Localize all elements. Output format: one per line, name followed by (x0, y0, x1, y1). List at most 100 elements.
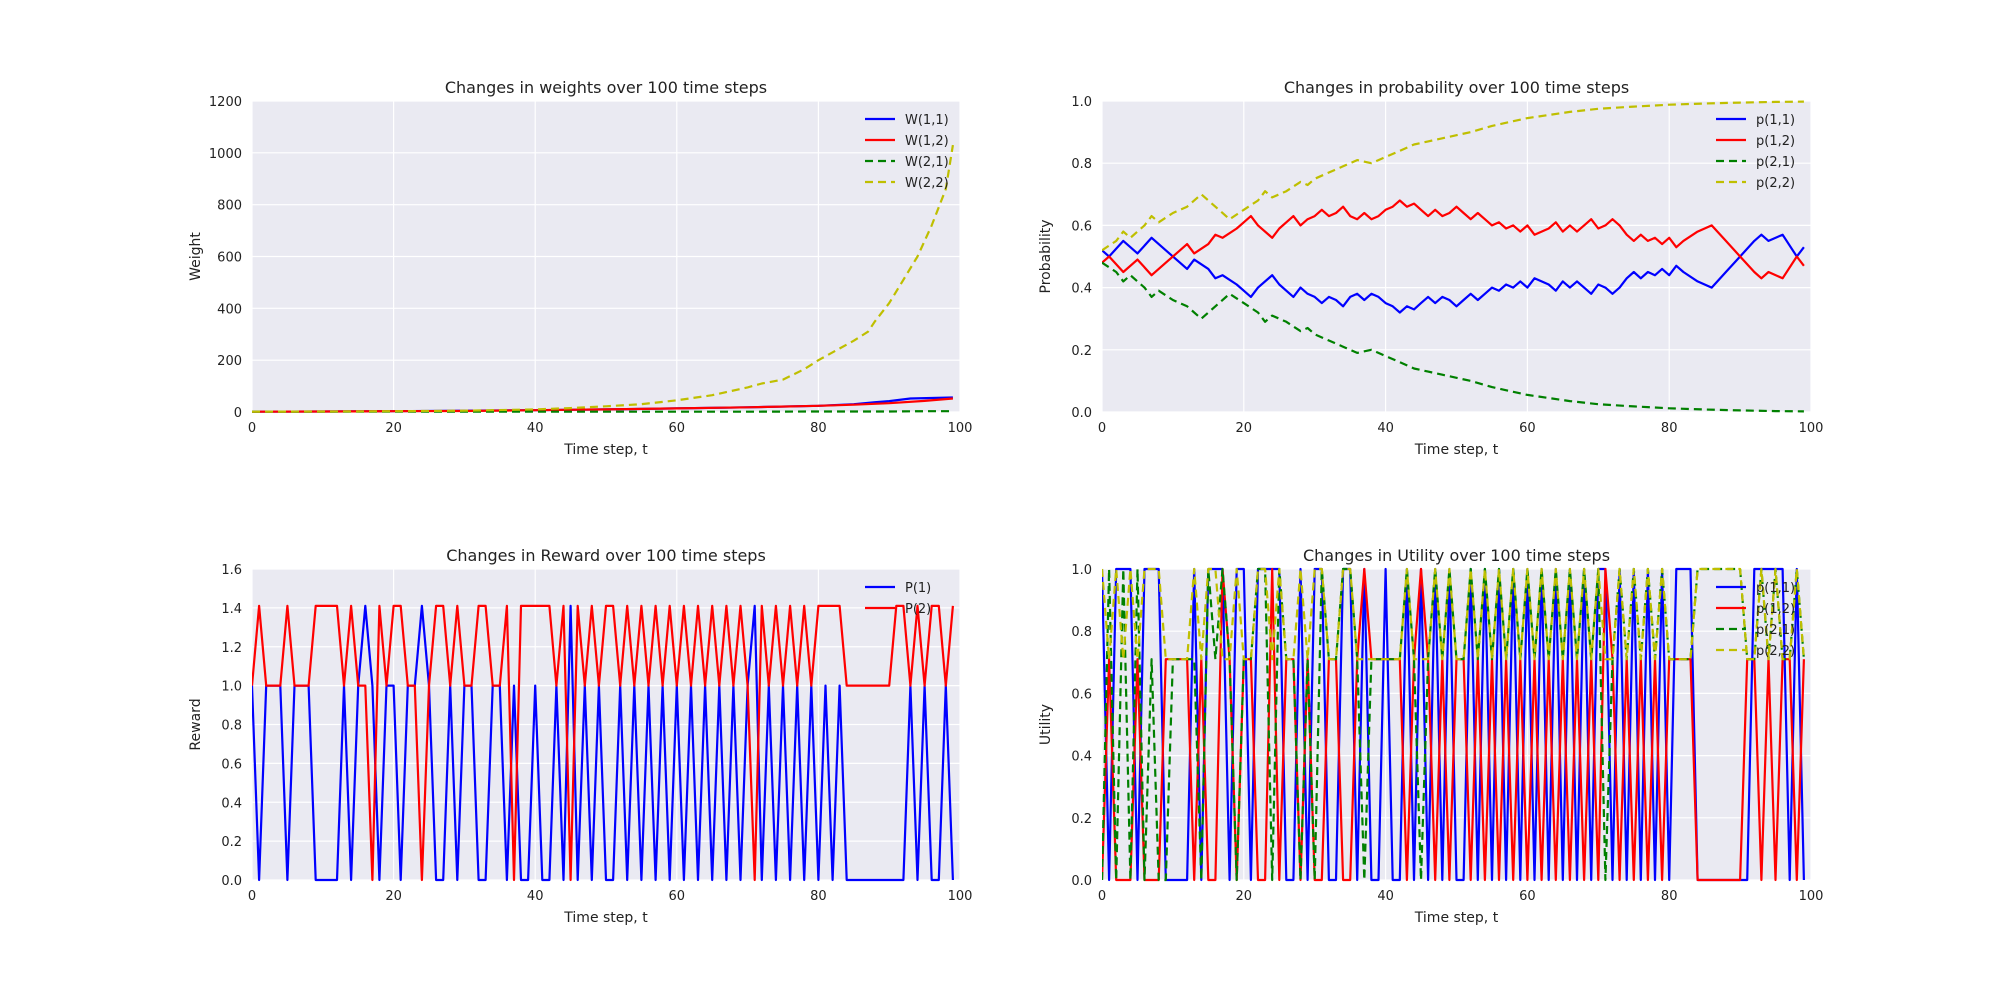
x-tick-label: 40 (527, 421, 544, 436)
chart-panel-2: 0 20 40 60 80 100 0.0 0.2 0.4 0.6 0.8 1.0 Changes in… (1038, 78, 1823, 458)
x-tick-label: 60 (669, 889, 686, 904)
series-line-p(1,2) (1102, 199, 1805, 280)
legend-label: p(2,1) (1756, 155, 1795, 170)
x-tick-label: 80 (810, 421, 827, 436)
y-tick-label: 0.2 (221, 835, 242, 850)
chart-panel-4: 0 20 40 60 80 100 0.0 0.2 0.4 0.6 0.8 1.0 Changes in… (1038, 546, 1823, 926)
x-axis-label: Time step, t (1414, 442, 1499, 458)
series-line-p(1,1) (1102, 233, 1805, 314)
y-tick-label: 0.6 (221, 757, 242, 772)
y-tick-label: 0.0 (1071, 406, 1092, 421)
series-line-W(1,2) (252, 397, 953, 413)
legend-label: W(2,2) (905, 176, 949, 191)
series-line-P(2) (252, 604, 954, 882)
series-group (1102, 567, 1805, 882)
legend-label: W(1,1) (905, 113, 949, 128)
x-tick-label: 0 (1098, 421, 1106, 436)
chart-title: Changes in weights over 100 time steps (445, 78, 767, 97)
x-tick-label: 20 (385, 889, 402, 904)
y-tick-label: 0.2 (1071, 812, 1092, 827)
series-line-p(1,1) (1102, 567, 1805, 882)
x-tick-label: 40 (1377, 889, 1394, 904)
x-tick-label: 20 (385, 421, 402, 436)
y-tick-label: 1.2 (221, 641, 242, 656)
y-tick-label: 0 (234, 406, 242, 421)
y-tick-label: 0.4 (1071, 750, 1092, 765)
y-tick-label: 1.0 (1071, 563, 1092, 578)
x-tick-label: 40 (1377, 421, 1394, 436)
legend-label: p(1,1) (1756, 113, 1795, 128)
legend: p(1,1) p(1,2) p(2,1) p(2,2) (1716, 113, 1795, 191)
x-tick-label: 60 (669, 421, 686, 436)
x-tick-label: 100 (948, 889, 973, 904)
chart-panel-3: 0 20 40 60 80 100 0.0 0.2 0.4 0.6 0.8 1.0 1.2 1.4 1.6 C… (188, 546, 972, 926)
legend-label: p(2,2) (1756, 176, 1795, 191)
x-tick-label: 80 (1661, 889, 1678, 904)
series-line-p(2,2) (1102, 567, 1805, 661)
y-tick-label: 0.4 (221, 796, 242, 811)
chart-title: Changes in probability over 100 time ste… (1284, 78, 1629, 97)
x-tick-label: 100 (1799, 421, 1824, 436)
legend-label: p(1,2) (1756, 602, 1795, 617)
series-group (252, 604, 954, 882)
y-tick-label: 0.8 (1071, 625, 1092, 640)
x-tick-label: 20 (1236, 889, 1253, 904)
y-tick-label: 800 (217, 199, 242, 214)
x-tick-label: 0 (1098, 889, 1106, 904)
series-group (1102, 100, 1805, 413)
legend: P(1) P(2) (865, 581, 931, 617)
series-line-W(2,2) (252, 144, 954, 413)
y-tick-label: 1.0 (221, 680, 242, 695)
y-tick-label: 1.4 (221, 602, 242, 617)
legend-label: p(1,1) (1756, 581, 1795, 596)
legend: p(1,1) p(1,2) p(2,1) p(2,2) (1716, 581, 1795, 659)
legend-label: W(2,1) (905, 155, 949, 170)
y-tick-label: 0.2 (1071, 344, 1092, 359)
x-tick-label: 80 (1661, 421, 1678, 436)
y-tick-label: 1000 (209, 147, 242, 162)
y-tick-label: 600 (217, 251, 242, 266)
x-tick-label: 0 (248, 889, 256, 904)
y-tick-label: 1.0 (1071, 95, 1092, 110)
legend-label: p(2,1) (1756, 623, 1795, 638)
x-tick-label: 60 (1519, 889, 1536, 904)
legend-label: p(1,2) (1756, 134, 1795, 149)
plot-area (1102, 101, 1811, 412)
y-tick-label: 0.8 (1071, 157, 1092, 172)
chart-panel-1: 0 20 40 60 80 100020040060080010001200Changes… (188, 78, 972, 458)
series-line-p(2,2) (1102, 100, 1804, 252)
x-tick-label: 0 (248, 421, 256, 436)
x-tick-label: 20 (1236, 421, 1253, 436)
y-axis-label: Reward (188, 698, 204, 750)
y-tick-label: 400 (217, 302, 242, 317)
y-axis-label: Probability (1038, 219, 1054, 293)
x-tick-label: 60 (1519, 421, 1536, 436)
x-tick-label: 100 (1799, 889, 1824, 904)
x-axis-label: Time step, t (1414, 910, 1499, 926)
x-axis-label: Time step, t (563, 910, 648, 926)
x-tick-label: 40 (527, 889, 544, 904)
y-tick-label: 1.6 (221, 563, 242, 578)
legend: W(1,1) W(1,2) W(2,1) W(2,2) (865, 113, 949, 191)
y-tick-label: 0.8 (221, 719, 242, 734)
chart-title: Changes in Utility over 100 time steps (1303, 546, 1610, 565)
series-group (252, 144, 954, 413)
y-tick-label: 1200 (209, 95, 242, 110)
legend-label: W(1,2) (905, 134, 949, 149)
y-tick-label: 0.6 (1071, 219, 1092, 234)
y-tick-label: 0.4 (1071, 282, 1092, 297)
series-line-P(1) (252, 604, 954, 882)
legend-label: P(1) (905, 581, 931, 596)
legend-label: P(2) (905, 602, 931, 617)
y-tick-label: 0.0 (221, 874, 242, 889)
x-tick-label: 100 (948, 421, 973, 436)
series-line-p(2,1) (1102, 261, 1804, 413)
y-tick-label: 0.0 (1071, 874, 1092, 889)
x-tick-label: 80 (810, 889, 827, 904)
chart-title: Changes in Reward over 100 time steps (446, 546, 766, 565)
y-axis-label: Utility (1038, 704, 1054, 745)
y-axis-label: Weight (188, 232, 204, 281)
x-axis-label: Time step, t (563, 442, 648, 458)
y-tick-label: 0.6 (1071, 687, 1092, 702)
